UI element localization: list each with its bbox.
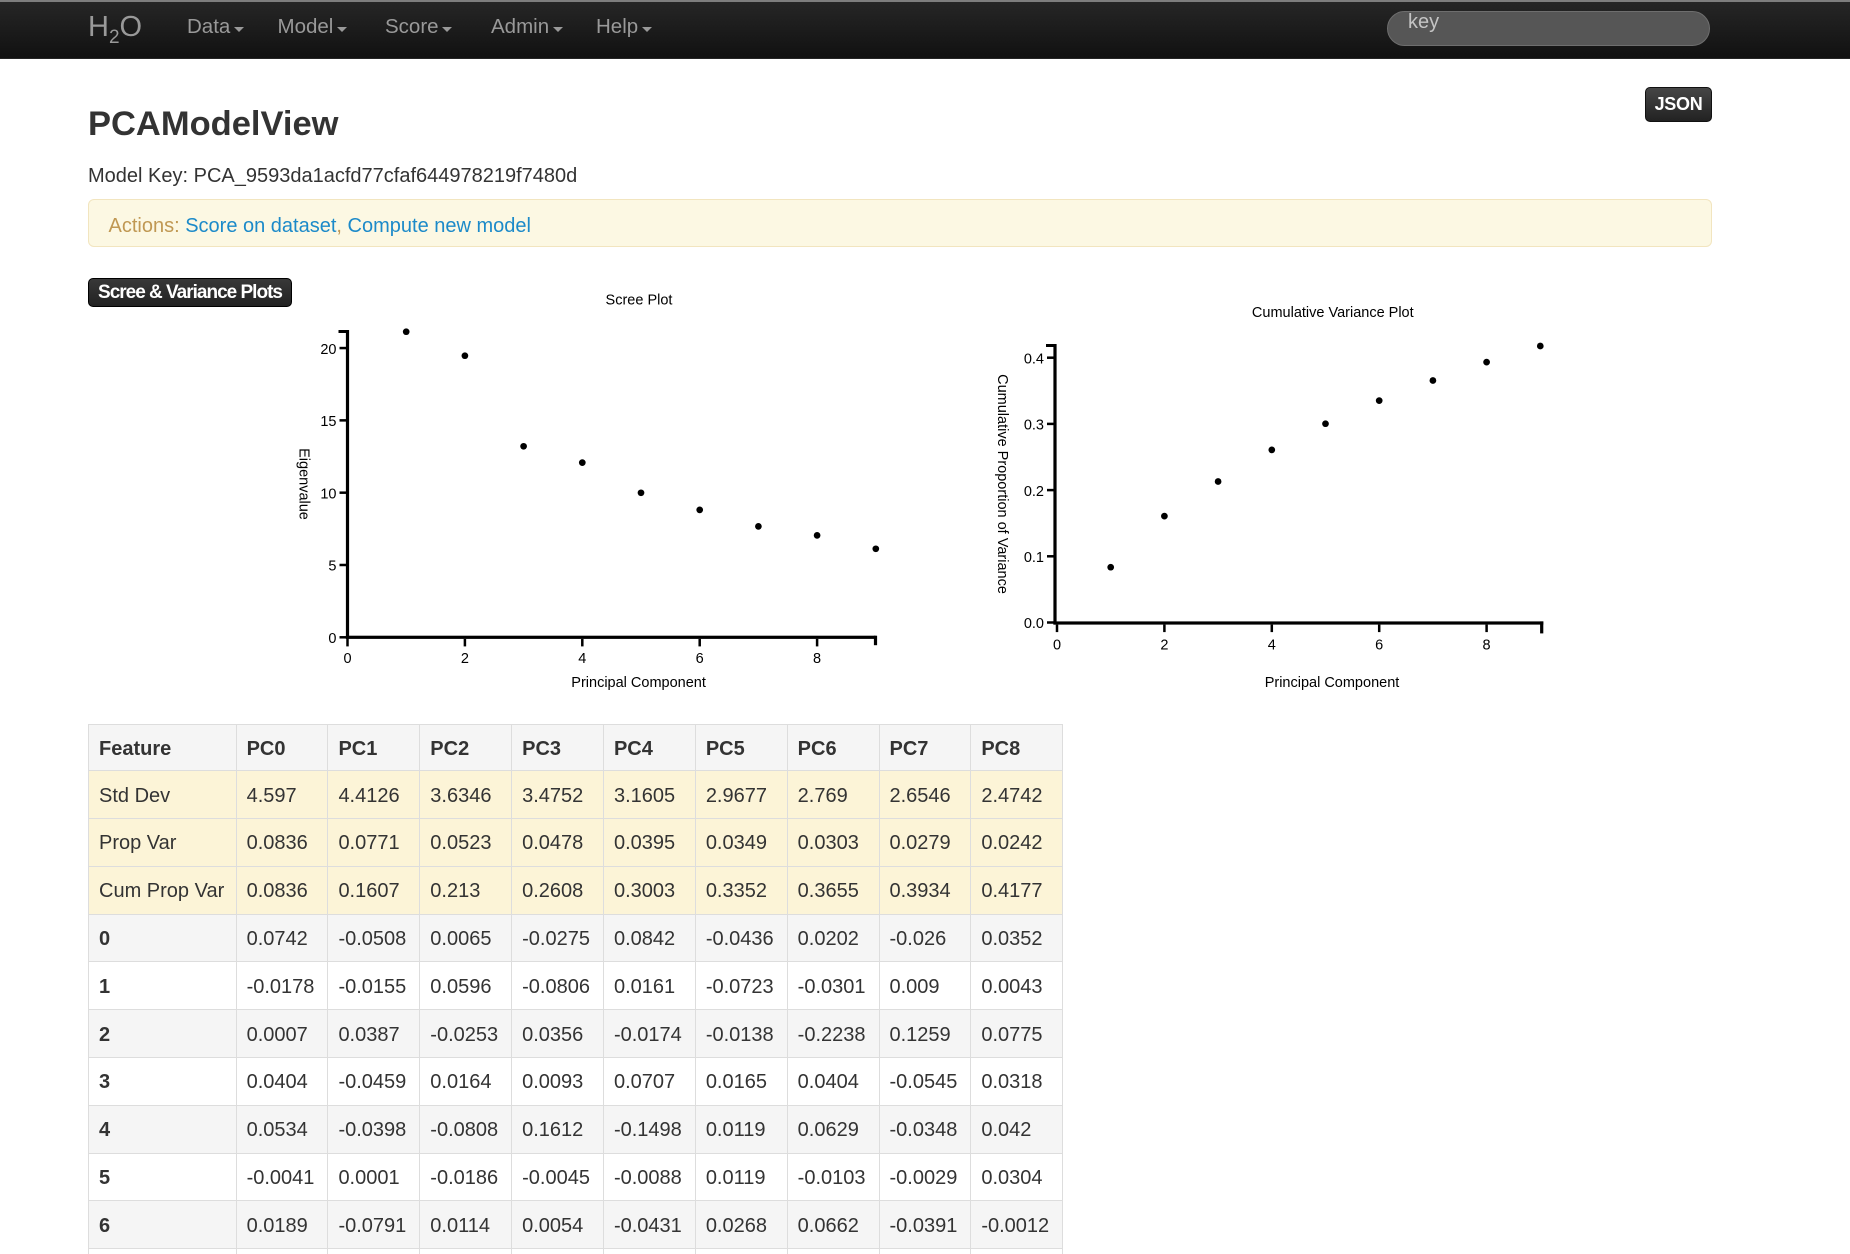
svg-text:15: 15	[320, 414, 336, 430]
svg-text:4: 4	[1268, 638, 1276, 654]
svg-text:0.4: 0.4	[1024, 351, 1044, 367]
svg-text:Cumulative Variance Plot: Cumulative Variance Plot	[1252, 305, 1414, 321]
svg-text:0.0: 0.0	[1024, 616, 1044, 632]
svg-text:2: 2	[1160, 638, 1168, 654]
svg-text:20: 20	[320, 342, 336, 358]
svg-text:Principal Component: Principal Component	[1265, 675, 1400, 691]
svg-text:6: 6	[696, 651, 704, 667]
svg-text:0.3: 0.3	[1024, 418, 1044, 434]
svg-text:Scree Plot: Scree Plot	[606, 293, 673, 309]
svg-text:2: 2	[461, 651, 469, 667]
svg-text:8: 8	[813, 651, 821, 667]
svg-text:Eigenvalue: Eigenvalue	[296, 448, 312, 520]
svg-text:6: 6	[1375, 638, 1383, 654]
svg-text:10: 10	[320, 486, 336, 502]
svg-text:0: 0	[328, 631, 336, 647]
svg-text:5: 5	[328, 559, 336, 575]
svg-text:4: 4	[578, 651, 586, 667]
svg-text:0: 0	[1053, 638, 1061, 654]
svg-text:Cumulative Proportion of Varia: Cumulative Proportion of Variance	[994, 374, 1010, 594]
svg-text:0.2: 0.2	[1024, 484, 1044, 500]
svg-text:0: 0	[343, 651, 351, 667]
svg-text:Principal Component: Principal Component	[571, 675, 706, 691]
svg-text:8: 8	[1483, 638, 1491, 654]
svg-text:0.1: 0.1	[1024, 550, 1044, 566]
